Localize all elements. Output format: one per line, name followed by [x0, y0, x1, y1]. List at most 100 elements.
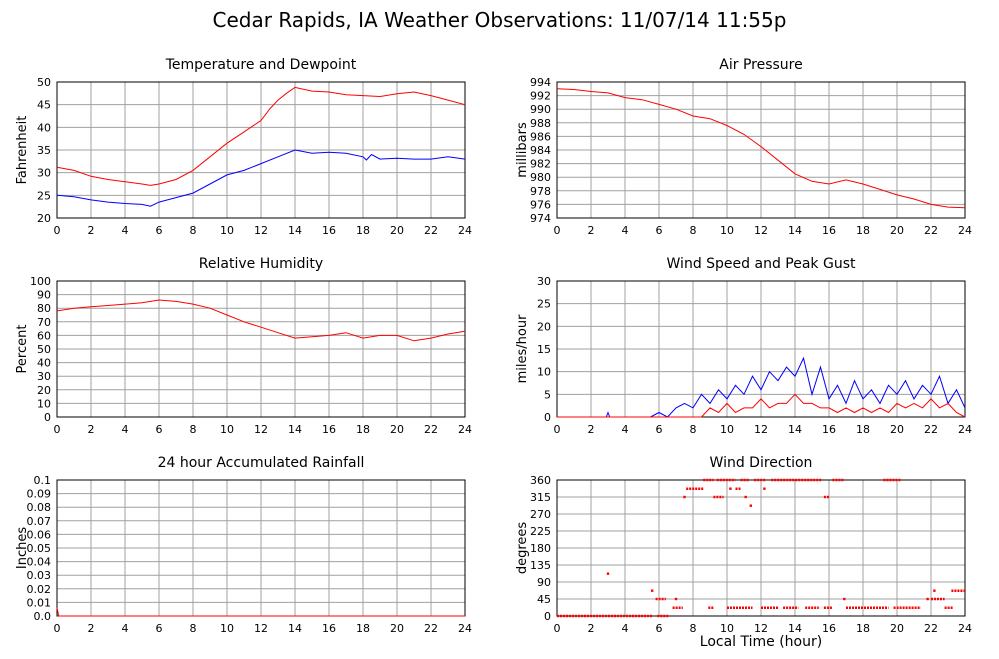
plot-frame [556, 280, 966, 418]
x-tick-label: 10 [720, 622, 734, 635]
y-tick-label: 25 [37, 189, 51, 202]
direction-point [749, 504, 752, 507]
x-tick-label: 24 [958, 423, 972, 436]
y-tick-label: 984 [530, 144, 551, 157]
x-tick-label: 14 [288, 224, 302, 237]
x-tick-label: 14 [288, 622, 302, 635]
y-tick-label: 45 [37, 99, 51, 112]
x-tick-label: 12 [254, 622, 268, 635]
y-tick-label: 0.03 [27, 569, 52, 582]
y-tick-label: 15 [537, 343, 551, 356]
x-tick-label: 10 [220, 423, 234, 436]
x-tick-label: 24 [458, 224, 472, 237]
y-tick-label: 990 [530, 103, 551, 116]
x-tick-label: 20 [390, 622, 404, 635]
chart-title: Wind Speed and Peak Gust [667, 256, 856, 272]
x-tick-label: 8 [690, 224, 697, 237]
x-tick-label: 14 [788, 423, 802, 436]
y-tick-label: 0 [44, 411, 51, 424]
x-tick-label: 4 [122, 622, 129, 635]
x-tick-label: 22 [424, 423, 438, 436]
y-tick-label: 986 [530, 130, 551, 143]
direction-point [606, 572, 610, 575]
x-tick-label: 18 [356, 224, 370, 237]
x-tick-label: 0 [54, 224, 61, 237]
chart-title: Temperature and Dewpoint [165, 57, 357, 73]
x-tick-label: 16 [822, 224, 836, 237]
direction-point [744, 495, 747, 499]
plot-frame [56, 81, 466, 219]
x-axis-label: Local Time (hour) [699, 634, 823, 650]
series-line-red [557, 393, 966, 418]
y-tick-label: 10 [537, 366, 551, 379]
series-line-red [56, 86, 466, 186]
x-tick-label: 4 [622, 423, 629, 436]
x-tick-label: 2 [88, 224, 95, 237]
y-tick-label: 20 [37, 384, 51, 397]
series-line-blue [56, 149, 466, 207]
x-tick-label: 6 [656, 622, 663, 635]
x-tick-label: 12 [254, 224, 268, 237]
y-tick-label: 315 [530, 491, 551, 504]
y-tick-label: 40 [37, 357, 51, 370]
x-tick-label: 20 [890, 622, 904, 635]
y-tick-label: 180 [530, 542, 551, 555]
x-tick-label: 2 [588, 224, 595, 237]
y-tick-label: 360 [530, 474, 551, 487]
x-tick-label: 24 [958, 622, 972, 635]
y-axis-label: Percent [15, 325, 30, 374]
x-tick-label: 0 [54, 423, 61, 436]
chart-title: Relative Humidity [199, 256, 323, 272]
y-axis-label: Fahrenheit [15, 116, 30, 185]
direction-point [843, 597, 846, 601]
y-tick-label: 10 [37, 397, 51, 410]
x-tick-label: 16 [822, 622, 836, 635]
x-tick-label: 10 [220, 622, 234, 635]
x-tick-label: 18 [856, 423, 870, 436]
y-tick-label: 90 [537, 576, 551, 589]
x-tick-label: 2 [588, 423, 595, 436]
x-tick-label: 2 [88, 622, 95, 635]
x-tick-label: 8 [190, 423, 197, 436]
x-tick-label: 10 [720, 423, 734, 436]
chart-title: Air Pressure [719, 57, 802, 73]
y-tick-label: 80 [37, 302, 51, 315]
x-tick-label: 16 [322, 224, 336, 237]
y-tick-label: 0.05 [27, 542, 52, 555]
y-tick-label: 0 [544, 610, 551, 623]
x-tick-label: 18 [856, 224, 870, 237]
y-tick-label: 70 [37, 316, 51, 329]
y-tick-label: 45 [537, 593, 551, 606]
x-tick-label: 14 [788, 224, 802, 237]
y-tick-label: 35 [37, 144, 51, 157]
chart-title: Wind Direction [710, 455, 813, 471]
x-tick-label: 4 [122, 423, 129, 436]
y-axis-label: miles/hour [515, 314, 530, 383]
series-line-red [56, 299, 466, 342]
x-tick-label: 6 [156, 423, 163, 436]
x-tick-label: 12 [254, 423, 268, 436]
x-tick-label: 8 [190, 224, 197, 237]
y-tick-label: 976 [530, 198, 551, 211]
y-tick-label: 0.08 [27, 501, 52, 514]
direction-point [651, 589, 654, 592]
y-tick-label: 974 [530, 212, 551, 225]
x-tick-label: 18 [356, 423, 370, 436]
y-tick-label: 988 [530, 117, 551, 130]
y-axis-label: Inches [15, 527, 30, 569]
y-tick-label: 50 [37, 343, 51, 356]
x-tick-label: 12 [754, 423, 768, 436]
page-title: Cedar Rapids, IA Weather Observations: 1… [212, 8, 787, 32]
direction-point [674, 597, 678, 601]
x-tick-label: 20 [890, 423, 904, 436]
plot-frame [56, 280, 466, 418]
y-tick-label: 135 [530, 559, 551, 572]
x-tick-label: 6 [156, 622, 163, 635]
x-tick-label: 22 [424, 224, 438, 237]
chart-title: 24 hour Accumulated Rainfall [158, 455, 365, 471]
